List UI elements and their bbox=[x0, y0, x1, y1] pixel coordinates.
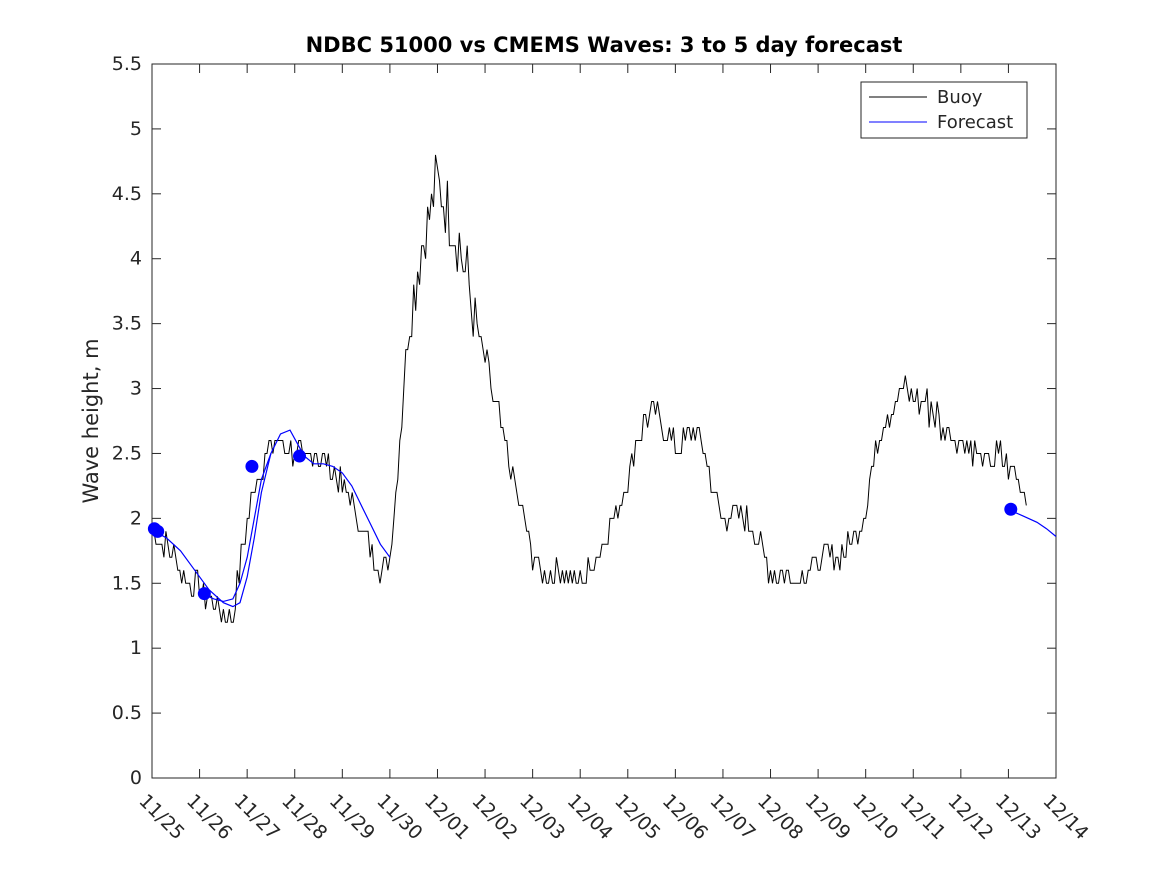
y-tick-label: 0.5 bbox=[112, 702, 142, 724]
series-forecast-line-2 bbox=[1010, 510, 1057, 537]
y-tick-label: 5 bbox=[130, 118, 142, 140]
y-tick-label: 2.5 bbox=[112, 442, 142, 464]
axes-box bbox=[151, 63, 1057, 779]
y-tick-label: 1 bbox=[130, 637, 142, 659]
y-tick-label: 3.5 bbox=[112, 313, 142, 335]
y-tick-label: 4.5 bbox=[112, 183, 142, 205]
series-buoy-line bbox=[152, 154, 1027, 623]
y-tick-label: 3 bbox=[130, 378, 142, 400]
chart-title: NDBC 51000 vs CMEMS Waves: 3 to 5 day fo… bbox=[306, 33, 903, 57]
forecast-marker bbox=[197, 587, 211, 601]
y-tick-label: 5.5 bbox=[112, 53, 142, 75]
forecast-marker bbox=[245, 459, 259, 473]
legend-box bbox=[860, 81, 1028, 139]
series-forecast-line-1 bbox=[201, 453, 272, 603]
y-tick-label: 4 bbox=[130, 248, 142, 270]
forecast-marker bbox=[1004, 502, 1018, 516]
forecast-marker bbox=[292, 449, 306, 463]
y-tick-label: 0 bbox=[130, 767, 142, 789]
y-axis-label: Wave height, m bbox=[79, 338, 103, 503]
legend-forecast-label: Forecast bbox=[937, 112, 1013, 133]
legend: Buoy Forecast bbox=[860, 81, 1028, 139]
legend-buoy-label: Buoy bbox=[937, 87, 983, 108]
y-tick-label: 2 bbox=[130, 507, 142, 529]
y-tick-label: 1.5 bbox=[112, 572, 142, 594]
forecast-marker bbox=[151, 524, 165, 538]
